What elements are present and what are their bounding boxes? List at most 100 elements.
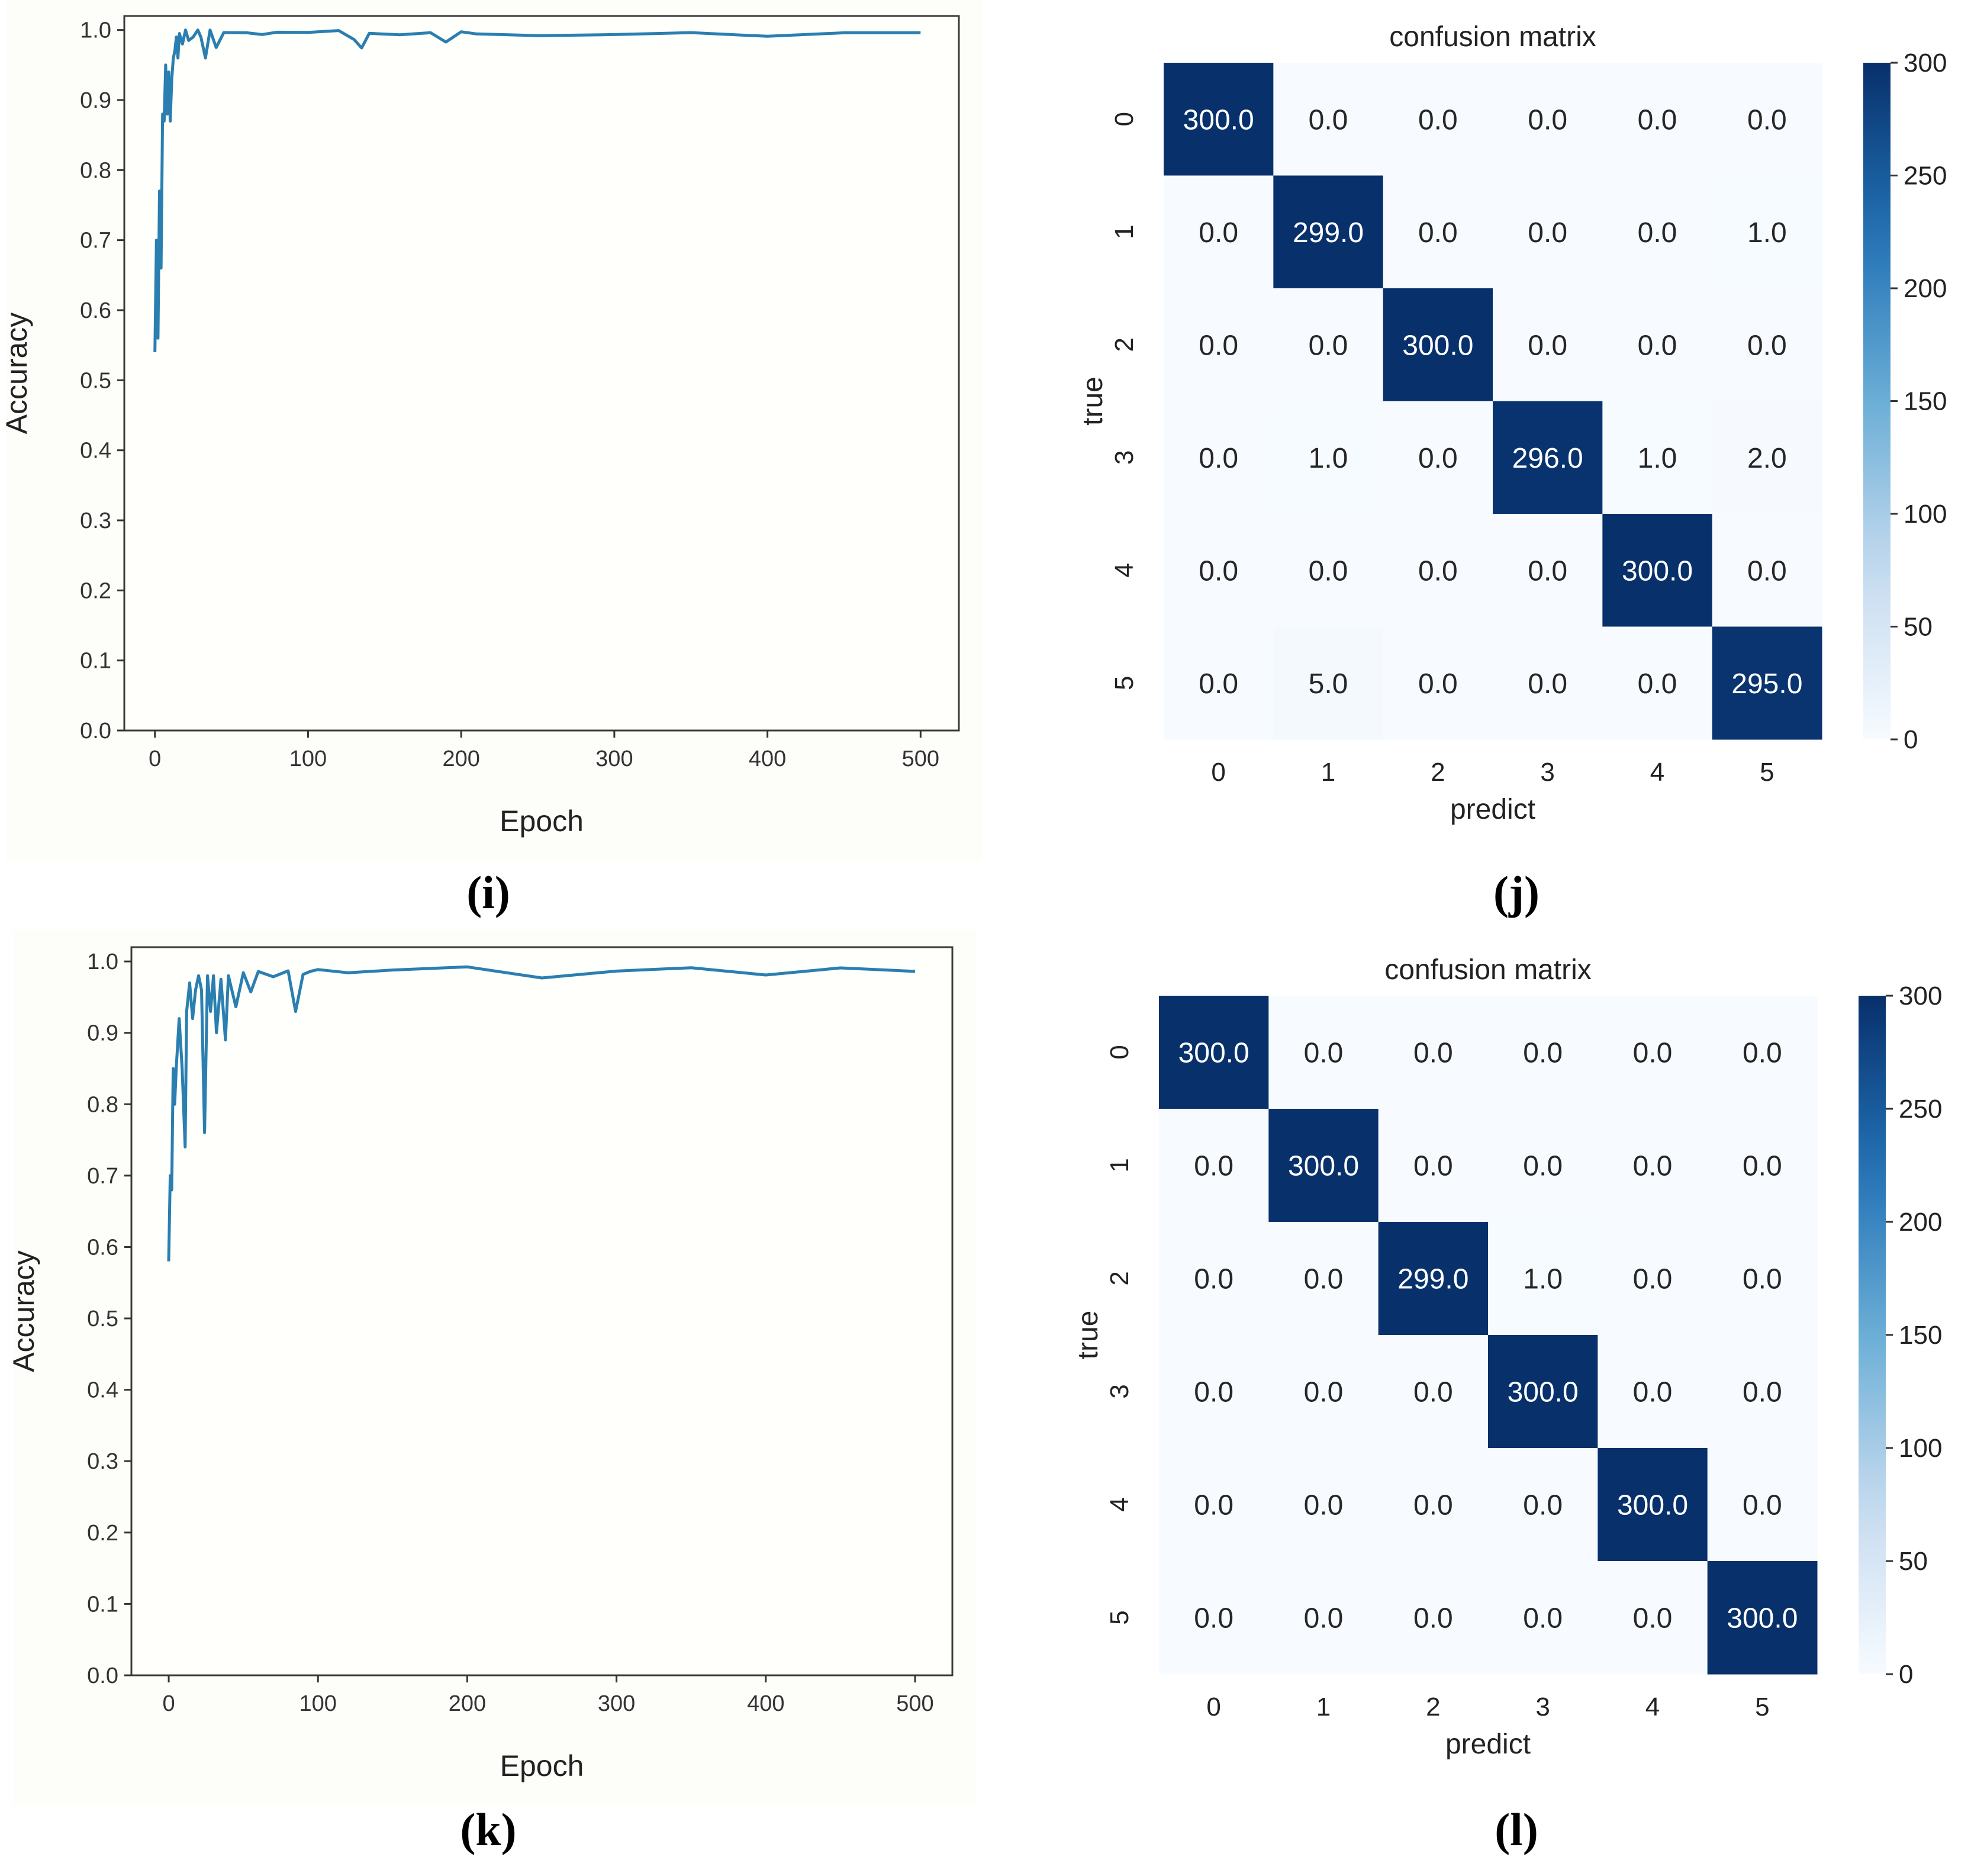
heatmap-cell (1383, 63, 1493, 176)
heatmap-cell (1164, 175, 1274, 289)
heatmap-cell (1378, 996, 1489, 1109)
y-tick-label: 4 (1110, 563, 1139, 577)
heatmap-cell (1598, 996, 1708, 1109)
cell-value: 0.0 (1413, 1151, 1453, 1182)
heatmap-cell (1712, 401, 1822, 514)
cell-value: 0.0 (1528, 555, 1567, 587)
cell-value: 0.0 (1418, 217, 1458, 249)
cell-value: 0.0 (1199, 555, 1238, 587)
heatmap-cell (1273, 175, 1384, 289)
x-tick-label: 4 (1645, 1692, 1660, 1721)
heatmap-cell (1164, 626, 1274, 740)
heatmap-cell (1488, 1448, 1598, 1562)
heatmap-cell (1493, 401, 1603, 514)
colorbar-tick-label: 100 (1899, 1434, 1942, 1463)
heatmap-cell (1273, 401, 1384, 514)
panel-label: (j) (1493, 867, 1540, 918)
cell-value: 0.0 (1418, 555, 1458, 587)
x-tick-label: 4 (1650, 758, 1664, 787)
cell-value: 300.0 (1402, 330, 1473, 361)
cell-value: 0.0 (1194, 1151, 1234, 1182)
cell-value: 0.0 (1523, 1151, 1563, 1182)
cell-value: 0.0 (1418, 668, 1458, 700)
y-tick-label: 0.8 (87, 1092, 118, 1117)
heatmap-cell (1164, 401, 1274, 514)
x-tick-label: 200 (442, 746, 479, 771)
x-tick-label: 5 (1755, 1692, 1769, 1721)
x-axis-label: Epoch (500, 805, 584, 838)
y-tick-label: 0 (1105, 1045, 1134, 1059)
heatmap-cell (1493, 288, 1603, 401)
x-tick-label: 400 (747, 1691, 784, 1716)
heatmap-cell (1378, 1109, 1489, 1222)
heatmap-cell (1383, 288, 1493, 401)
cell-value: 296.0 (1512, 443, 1583, 474)
x-tick-label: 0 (1206, 1692, 1220, 1721)
x-tick-label: 1 (1321, 758, 1335, 787)
heatmap-cell (1598, 1222, 1708, 1336)
x-tick-label: 100 (289, 746, 327, 771)
y-tick-label: 1.0 (87, 950, 118, 974)
y-tick-label: 0.2 (80, 578, 111, 603)
heatmap-cell (1164, 514, 1274, 627)
cell-value: 0.0 (1743, 1490, 1782, 1521)
cell-value: 0.0 (1194, 1603, 1234, 1634)
y-tick-label: 0.9 (80, 88, 111, 113)
y-axis-label: true (1073, 1311, 1104, 1360)
cell-value: 0.0 (1633, 1603, 1673, 1634)
y-tick-label: 0.6 (80, 298, 111, 323)
colorbar-tick-label: 250 (1904, 162, 1947, 191)
heatmap-cell (1378, 1222, 1489, 1336)
cell-value: 0.0 (1413, 1490, 1453, 1521)
heatmap-cell (1268, 1222, 1379, 1336)
y-tick-label: 5 (1110, 676, 1139, 690)
heatmap-cell (1493, 175, 1603, 289)
heatmap-cell (1159, 1222, 1269, 1336)
cell-value: 0.0 (1747, 104, 1787, 136)
cell-value: 0.0 (1304, 1377, 1344, 1408)
y-tick-label: 0.4 (87, 1378, 118, 1403)
x-tick-label: 400 (749, 746, 786, 771)
cell-value: 0.0 (1194, 1490, 1234, 1521)
cell-value: 0.0 (1528, 330, 1567, 361)
cell-value: 0.0 (1747, 330, 1787, 361)
cell-value: 0.0 (1304, 1264, 1344, 1295)
cell-value: 0.0 (1194, 1377, 1234, 1408)
heatmap-cell (1378, 1561, 1489, 1675)
cell-value: 0.0 (1638, 217, 1677, 249)
y-tick-label: 2 (1105, 1271, 1134, 1285)
colorbar-tick-label: 50 (1899, 1547, 1928, 1576)
x-tick-label: 100 (299, 1691, 337, 1716)
heatmap-cell (1712, 514, 1822, 627)
y-tick-label: 4 (1105, 1497, 1134, 1511)
x-axis-label: Epoch (500, 1749, 584, 1782)
y-tick-label: 0.5 (80, 368, 111, 393)
cell-value: 300.0 (1178, 1038, 1249, 1069)
y-tick-label: 5 (1105, 1610, 1134, 1624)
heatmap-cell (1707, 1448, 1818, 1562)
heatmap-cell (1383, 514, 1493, 627)
cell-value: 0.0 (1199, 668, 1238, 700)
accuracy-line (167, 965, 916, 1262)
heatmap-cell (1602, 401, 1713, 514)
cell-value: 0.0 (1309, 104, 1348, 136)
accuracy-line (153, 28, 921, 353)
cell-value: 300.0 (1617, 1490, 1688, 1521)
cell-value: 0.0 (1743, 1264, 1782, 1295)
y-tick-label: 0 (1110, 112, 1139, 126)
colorbar (1863, 63, 1891, 739)
y-tick-label: 0.0 (80, 719, 111, 744)
heatmap-cell (1159, 1109, 1269, 1222)
heatmap-cell (1159, 996, 1269, 1109)
heatmap-cell (1159, 1448, 1269, 1562)
heatmap-cell (1383, 175, 1493, 289)
y-tick-label: 0.1 (80, 649, 111, 674)
x-tick-label: 300 (598, 1691, 635, 1716)
colorbar-tick-label: 200 (1899, 1208, 1942, 1237)
colorbar-tick-label: 150 (1904, 387, 1947, 416)
heatmap-cell (1707, 1561, 1818, 1675)
cell-value: 0.0 (1413, 1038, 1453, 1069)
cell-value: 0.0 (1418, 104, 1458, 136)
heatmap-cell (1268, 1109, 1379, 1222)
x-tick-label: 2 (1426, 1692, 1440, 1721)
